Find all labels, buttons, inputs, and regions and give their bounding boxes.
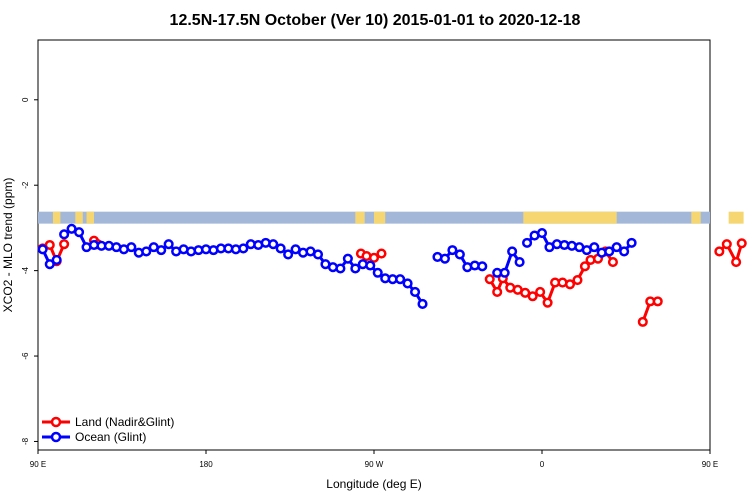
map-land-patch — [75, 211, 83, 224]
data-point — [44, 259, 55, 270]
data-point — [652, 296, 663, 307]
data-point — [736, 238, 747, 249]
x-tick-label: 90 W — [365, 460, 384, 469]
data-point — [499, 267, 510, 278]
series-ocean — [37, 223, 637, 309]
x-tick-label: 90 E — [30, 460, 46, 469]
y-tick-label: 0 — [21, 97, 30, 102]
data-point — [51, 254, 62, 265]
data-point — [619, 246, 630, 257]
data-point — [410, 286, 421, 298]
y-tick-label: -8 — [21, 437, 30, 445]
map-land-patch — [523, 211, 617, 224]
data-point — [721, 239, 732, 250]
data-point — [275, 243, 286, 254]
data-point — [376, 248, 387, 259]
data-point — [637, 316, 648, 327]
map-land-patch — [728, 211, 744, 224]
data-point — [589, 242, 600, 253]
data-point — [59, 239, 70, 250]
data-point — [626, 237, 637, 248]
data-point — [484, 274, 495, 285]
legend-ocean-label: Ocean (Glint) — [75, 430, 146, 444]
data-point — [350, 263, 361, 274]
y-axis-label: XCO2 - MLO trend (ppm) — [1, 178, 15, 313]
data-point — [283, 249, 294, 260]
data-point — [604, 246, 615, 257]
data-point — [417, 298, 428, 309]
data-point — [477, 261, 488, 272]
data-point — [527, 291, 538, 302]
y-tick-label: -2 — [21, 181, 30, 189]
data-point — [564, 279, 576, 290]
legend: Land (Nadir&Glint) Ocean (Glint) — [42, 415, 174, 444]
data-point — [368, 252, 380, 263]
data-point — [611, 242, 622, 253]
x-tick-label: 0 — [540, 460, 545, 469]
data-point — [44, 239, 55, 251]
data-point — [536, 227, 548, 239]
y-tick-label: -4 — [21, 267, 30, 275]
data-point — [492, 286, 503, 298]
legend-land-marker — [50, 416, 62, 428]
data-point — [731, 257, 742, 268]
data-point — [335, 263, 346, 274]
data-point — [535, 286, 546, 298]
data-point — [522, 237, 533, 248]
data-point — [312, 249, 324, 260]
data-point — [365, 260, 376, 271]
data-point — [579, 261, 590, 272]
data-point — [514, 257, 525, 268]
plot-frame — [37, 39, 711, 451]
map-land-patch — [52, 211, 61, 224]
data-point — [141, 246, 152, 257]
data-point — [447, 245, 458, 256]
data-point — [607, 257, 618, 268]
data-point — [59, 229, 70, 240]
data-point — [507, 246, 518, 257]
data-point — [714, 246, 725, 257]
data-point — [163, 239, 174, 250]
data-point — [268, 239, 279, 250]
map-land-patch — [86, 211, 94, 224]
map-land-patch — [374, 211, 386, 224]
map-land-patch — [355, 211, 365, 224]
data-point — [74, 227, 85, 238]
x-axis-label: Longitude (deg E) — [326, 477, 421, 491]
data-point — [156, 245, 167, 256]
data-point — [372, 267, 383, 278]
data-point — [402, 278, 413, 289]
x-tick-label: 90 E — [702, 460, 718, 469]
data-point — [342, 253, 353, 264]
series-layer — [37, 223, 747, 327]
data-point — [439, 253, 450, 264]
data-point — [454, 249, 465, 260]
x-tick-label: 180 — [199, 460, 213, 469]
data-point — [395, 274, 406, 285]
data-point — [37, 244, 48, 255]
data-point — [126, 242, 137, 253]
legend-ocean-marker — [50, 431, 62, 443]
x-axis: 90 E 180 90 W 0 90 E — [30, 450, 718, 469]
data-point — [238, 243, 249, 254]
series-line — [718, 241, 744, 267]
y-axis: 0 -2 -4 -6 -8 — [21, 97, 38, 445]
y-tick-label: -6 — [21, 352, 30, 360]
data-point — [542, 297, 553, 308]
data-point — [572, 274, 583, 286]
map-land-patch — [691, 211, 701, 224]
map-strip — [38, 211, 744, 224]
chart-title: 12.5N-17.5N October (Ver 10) 2015-01-01 … — [170, 12, 581, 29]
legend-land-label: Land (Nadir&Glint) — [75, 415, 174, 429]
